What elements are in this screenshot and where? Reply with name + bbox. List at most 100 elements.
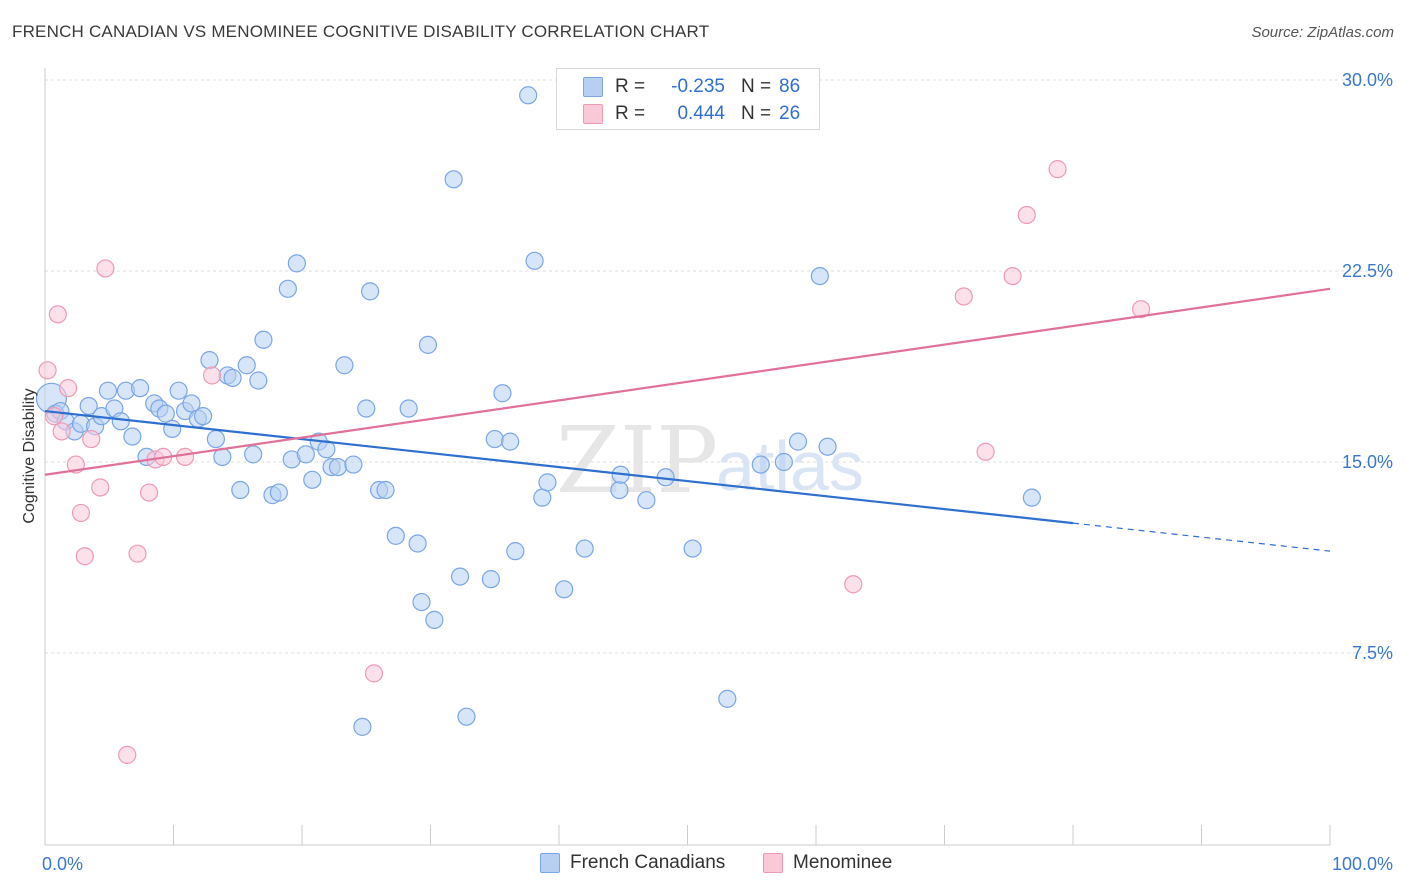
y-tick-label: 7.5% (1352, 643, 1393, 663)
data-point (418, 335, 438, 354)
correlation-legend: R = -0.235 N = 86 R = 0.444 N = 26 (556, 68, 820, 130)
data-point (637, 491, 656, 510)
data-point (353, 717, 372, 736)
legend-row-french-canadians: R = -0.235 N = 86 (583, 75, 800, 99)
watermark: ZIP atlas (556, 407, 864, 514)
data-point (444, 170, 463, 189)
data-point (75, 547, 94, 566)
legend-n-label: N = (741, 76, 772, 97)
data-point (206, 429, 226, 449)
data-point (718, 689, 737, 708)
x-tick-label: 100.0% (1332, 854, 1393, 874)
data-point (52, 422, 71, 441)
data-point (364, 664, 384, 683)
legend-r-value: 0.444 (677, 103, 725, 124)
legend-n-label: N = (741, 103, 772, 124)
data-point (774, 452, 793, 472)
data-point (357, 399, 376, 418)
data-point (98, 381, 118, 400)
y-tick-label: 30.0% (1342, 70, 1393, 90)
x-tick-label: 0.0% (42, 854, 83, 874)
data-point (555, 580, 574, 599)
trend-line-french-canadians (44, 409, 1074, 525)
data-point (48, 305, 67, 324)
data-point (1132, 300, 1151, 319)
data-point (818, 437, 837, 456)
data-point (244, 445, 263, 464)
data-point (182, 394, 201, 413)
data-point (59, 379, 78, 398)
data-point (169, 381, 188, 400)
data-point (501, 432, 520, 451)
data-point (844, 575, 863, 594)
data-point (139, 483, 159, 502)
data-point (408, 534, 427, 553)
y-tick-label: 22.5% (1342, 261, 1393, 281)
data-point (200, 351, 219, 370)
data-point (82, 429, 101, 449)
data-point (610, 480, 629, 500)
data-point (130, 379, 150, 398)
data-point (457, 707, 476, 726)
source-credit: Source: ZipAtlas.com (1251, 24, 1394, 41)
data-point (344, 455, 363, 474)
data-point (575, 539, 594, 558)
data-point (269, 483, 288, 502)
legend-item-french-canadians: French Canadians (540, 852, 725, 874)
data-point (328, 457, 348, 477)
trend-lines (44, 287, 1331, 552)
data-point (412, 592, 431, 612)
gridlines (45, 79, 1392, 654)
data-point (361, 282, 380, 301)
legend-r-label: R = (615, 76, 646, 97)
legend-r-value: -0.235 (671, 76, 725, 97)
legend-row-menominee: R = 0.444 N = 26 (583, 102, 800, 126)
data-point (425, 610, 444, 629)
legend-swatch-pink (583, 104, 603, 124)
legend-r-label: R = (615, 103, 646, 124)
data-point (386, 526, 405, 545)
data-point (296, 445, 315, 464)
data-point (44, 407, 64, 426)
legend-label: French Canadians (570, 852, 726, 873)
data-point (1017, 205, 1036, 225)
data-point (231, 480, 250, 500)
data-point (223, 368, 242, 388)
data-point (96, 259, 115, 278)
data-point (810, 266, 829, 286)
data-point (533, 488, 552, 507)
data-point (287, 254, 306, 273)
data-point (118, 745, 137, 764)
data-point (71, 503, 91, 523)
data-point (399, 399, 418, 418)
data-point (249, 371, 268, 390)
data-point (79, 396, 98, 416)
trend-line-french-canadians-extension (1072, 522, 1331, 552)
data-point (1022, 488, 1041, 507)
data-point (202, 366, 222, 385)
data-point (91, 478, 110, 497)
data-point (335, 356, 354, 375)
data-point (376, 480, 395, 500)
data-point (751, 455, 770, 474)
data-point (163, 419, 182, 438)
series-legend: French Canadians Menominee (0, 852, 1406, 878)
chart-title: FRENCH CANADIAN VS MENOMINEE COGNITIVE D… (12, 22, 710, 41)
data-point (954, 287, 973, 306)
data-point (156, 404, 175, 423)
data-point (976, 442, 995, 461)
legend-n-value: 26 (779, 103, 801, 124)
data-point (38, 361, 57, 380)
data-point (123, 427, 142, 446)
y-tick-label: 15.0% (1342, 452, 1393, 472)
data-point (493, 384, 512, 403)
data-point (128, 544, 147, 563)
data-point (519, 86, 538, 105)
data-point (278, 279, 297, 298)
legend-swatch-blue (583, 77, 603, 97)
legend-swatch-pink (763, 853, 783, 873)
x-ticks (44, 825, 1331, 845)
data-point (1003, 266, 1022, 286)
legend-swatch-blue (540, 853, 560, 873)
